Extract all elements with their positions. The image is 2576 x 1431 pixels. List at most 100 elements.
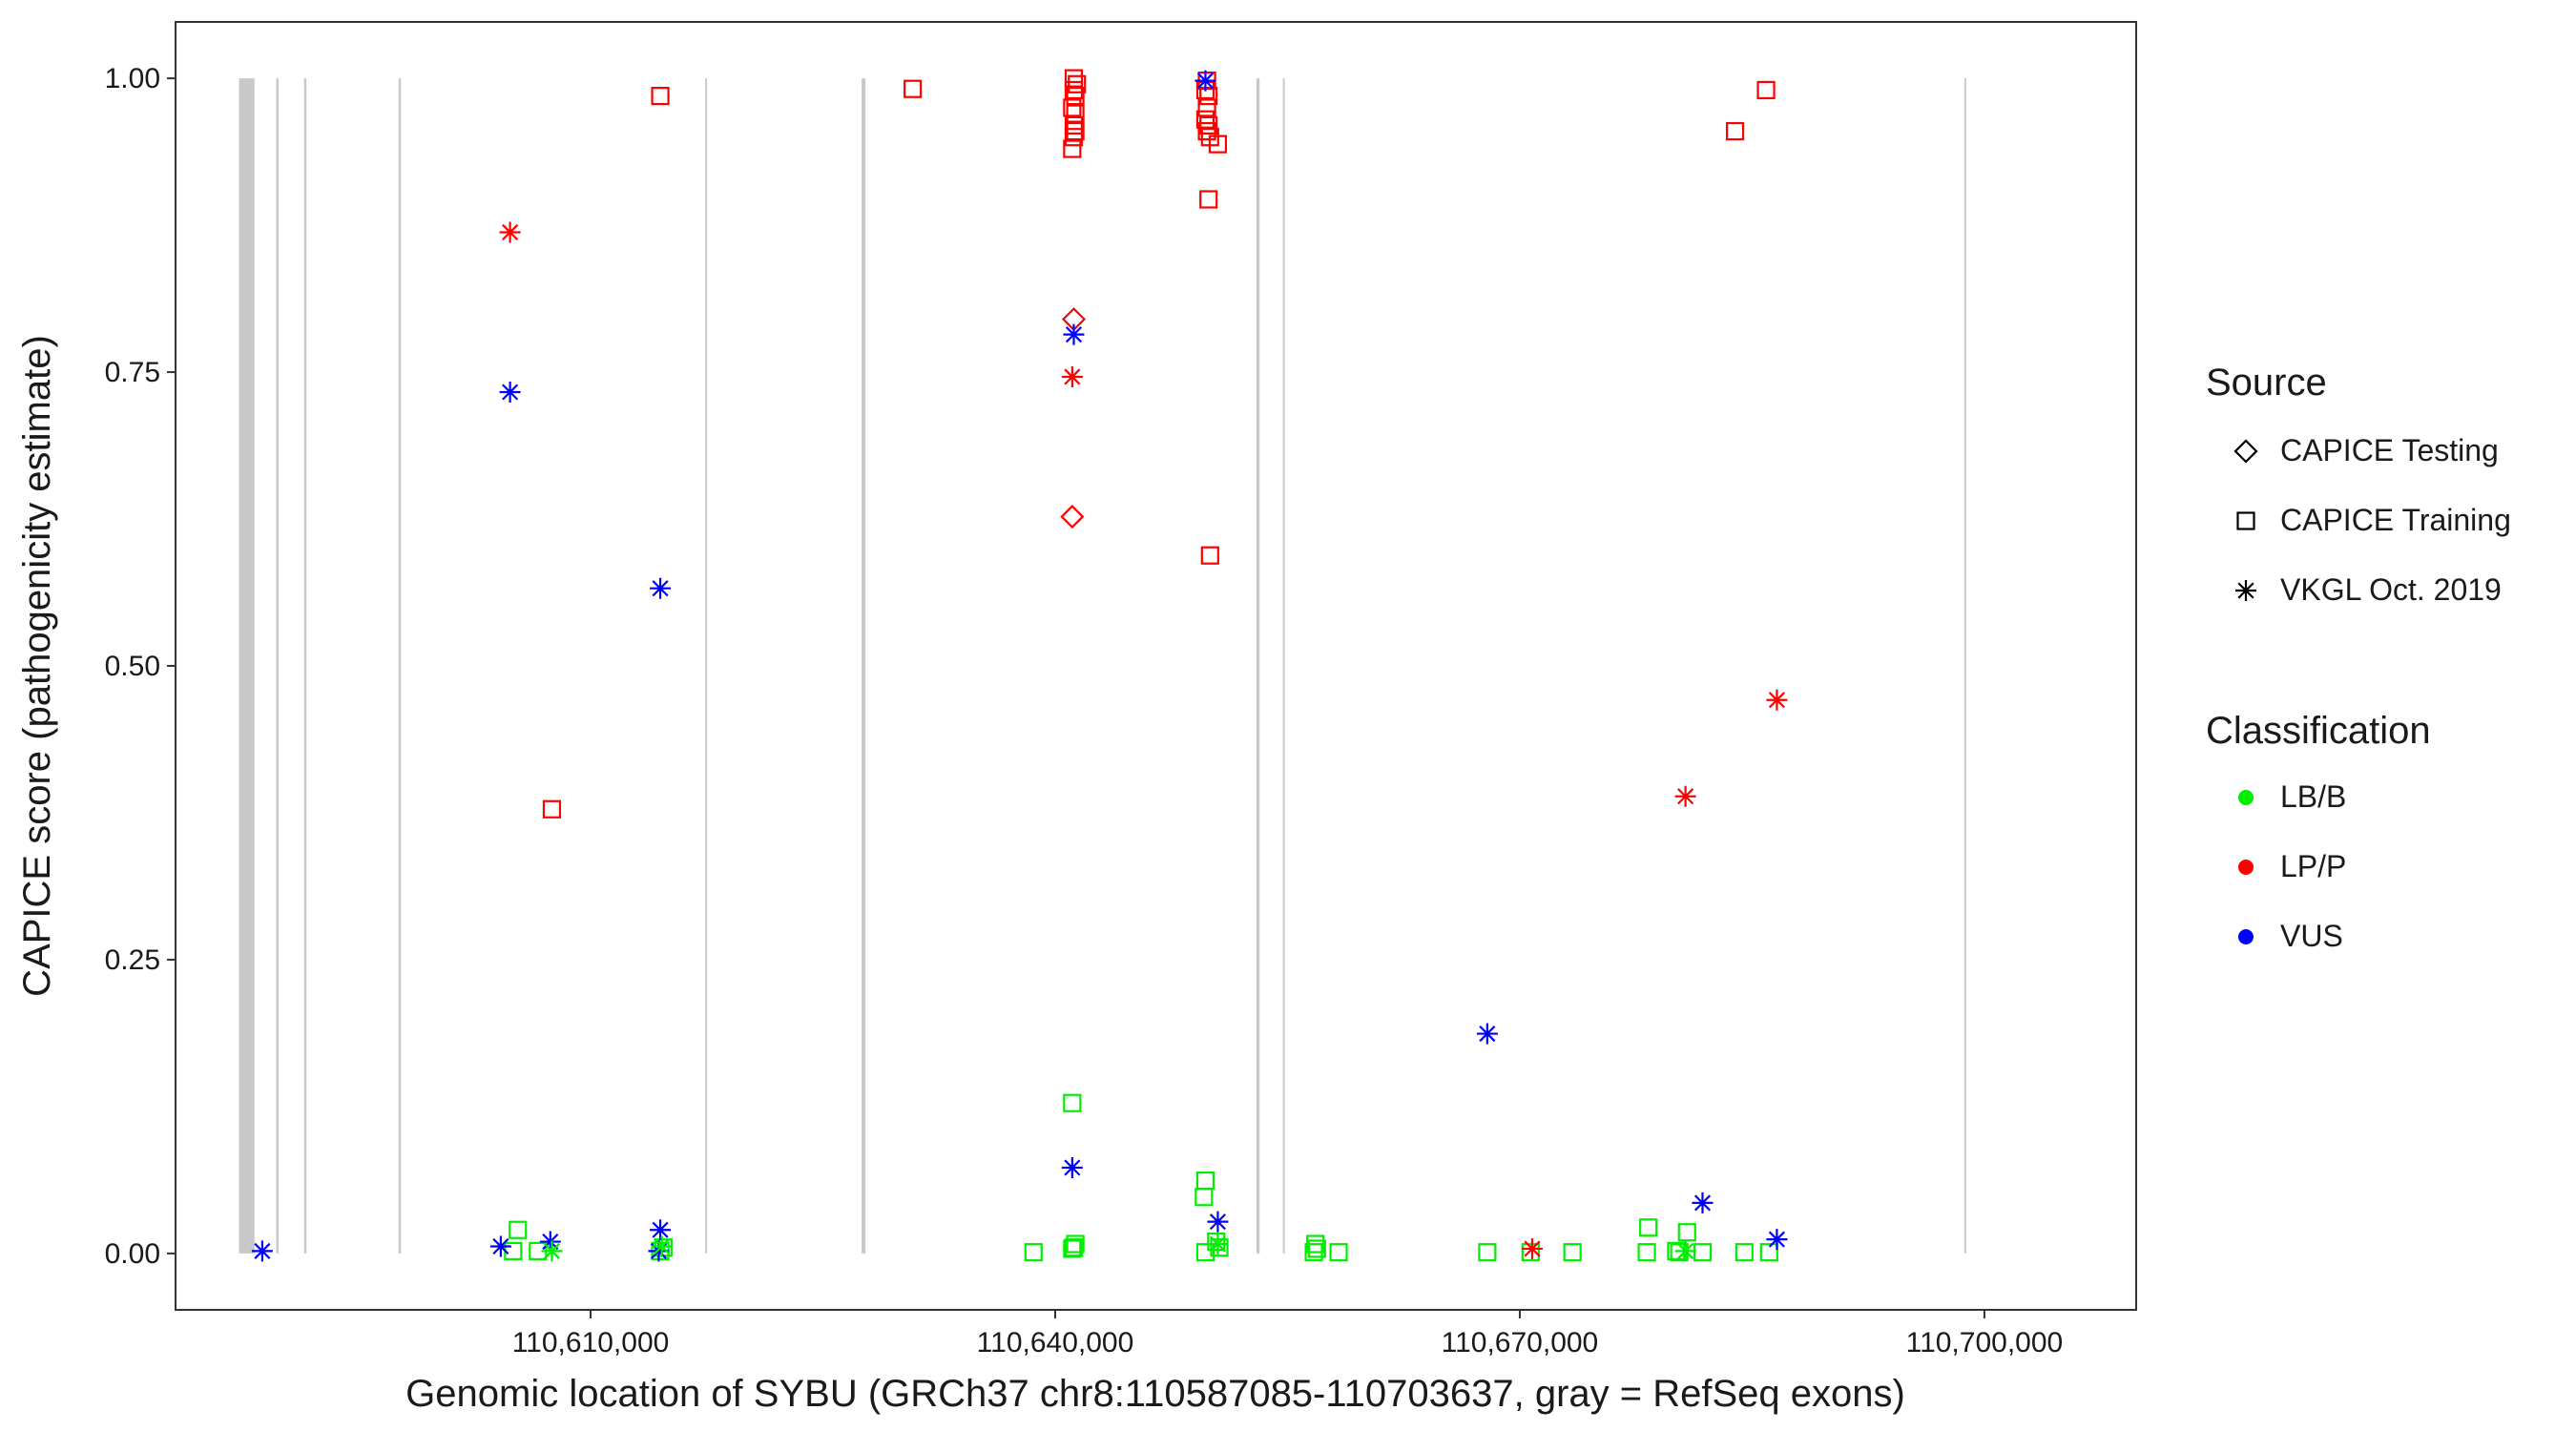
- y-tick-label: 0.50: [105, 651, 160, 682]
- data-point: [1329, 1243, 1348, 1262]
- data-point: [1066, 121, 1085, 141]
- data-point: [1207, 1234, 1229, 1255]
- exon-band: [398, 78, 402, 1254]
- y-tick-label: 1.00: [105, 63, 160, 94]
- data-point: [1064, 80, 1084, 100]
- x-tick-label: 110,640,000: [977, 1327, 1134, 1358]
- data-point: [651, 1235, 673, 1257]
- legend-source: Source CAPICE Testing CAPICE Training VK…: [2206, 362, 2511, 607]
- exon-band: [276, 78, 279, 1254]
- legend-classification: Classification LB/B LP/P VUS: [2206, 710, 2431, 953]
- legend-source-keys: [2233, 439, 2258, 601]
- legend-key-diamond-icon: [2233, 439, 2258, 464]
- data-point: [1066, 1234, 1085, 1254]
- legend-classification-keys: [2238, 790, 2254, 944]
- data-point: [1064, 69, 1084, 88]
- legend-classification-title: Classification: [2206, 710, 2431, 752]
- data-point: [1639, 1218, 1658, 1237]
- data-point: [1061, 1156, 1083, 1178]
- data-point: [541, 1240, 563, 1262]
- y-axis-title: CAPICE score (pathogenicity estimate): [16, 335, 58, 997]
- data-point: [489, 1235, 511, 1257]
- y-axis: 0.00 0.25 0.50 0.75 1.00: [105, 63, 176, 1270]
- exon-band: [1282, 78, 1285, 1254]
- legend-label-lbb: LB/B: [2280, 779, 2346, 814]
- data-point: [1563, 1243, 1582, 1262]
- data-point: [1195, 70, 1216, 92]
- data-point: [1060, 505, 1085, 529]
- data-point: [1063, 139, 1082, 158]
- y-tick-label: 0.75: [105, 357, 160, 388]
- data-point: [1759, 1243, 1778, 1262]
- data-point: [1725, 121, 1745, 141]
- data-point: [1306, 1234, 1325, 1254]
- data-point: [1066, 87, 1085, 106]
- legend-key-dot-icon: [2238, 860, 2254, 875]
- exon-band: [1963, 78, 1966, 1254]
- data-point: [1637, 1243, 1656, 1262]
- x-tick-label: 110,700,000: [1906, 1327, 2064, 1358]
- y-tick-label: 0.25: [105, 944, 160, 976]
- legend-label-vkgl: VKGL Oct. 2019: [2280, 572, 2502, 607]
- x-axis-title: Genomic location of SYBU (GRCh37 chr8:11…: [405, 1373, 1905, 1415]
- data-point: [1064, 115, 1084, 135]
- data-point: [499, 221, 521, 243]
- exon-band: [862, 78, 866, 1254]
- exon-band: [705, 78, 708, 1254]
- data-points: [251, 69, 1788, 1262]
- data-point: [1195, 110, 1215, 129]
- exon-bands: [239, 78, 1966, 1254]
- data-point: [1756, 80, 1776, 100]
- data-point: [1208, 135, 1228, 154]
- data-point: [1064, 1238, 1084, 1257]
- data-point: [1476, 1023, 1498, 1045]
- legend-label-vus: VUS: [2280, 919, 2343, 953]
- x-tick-label: 110,670,000: [1442, 1327, 1599, 1358]
- data-point: [1207, 1211, 1229, 1233]
- exon-band: [239, 78, 255, 1254]
- data-point: [251, 1240, 273, 1262]
- data-point: [1693, 1243, 1713, 1262]
- legend-key-square-icon: [2236, 511, 2255, 530]
- data-point: [542, 799, 562, 819]
- data-point: [1197, 98, 1216, 117]
- data-point: [1024, 1243, 1043, 1262]
- data-point: [509, 1220, 528, 1239]
- legend-label-capice-testing: CAPICE Testing: [2280, 433, 2499, 467]
- data-point: [1766, 689, 1788, 711]
- data-point: [1063, 98, 1082, 117]
- data-point: [1674, 1240, 1696, 1262]
- y-tick-label: 0.00: [105, 1238, 160, 1270]
- data-point: [1063, 1093, 1082, 1112]
- legend-key-asterisk-icon: [2235, 580, 2256, 601]
- data-point: [1199, 87, 1218, 106]
- legend-key-dot-icon: [2238, 929, 2254, 944]
- legend-key-dot-icon: [2238, 790, 2254, 805]
- data-point: [1207, 1232, 1226, 1252]
- data-point: [1063, 1239, 1082, 1258]
- data-point: [1199, 190, 1218, 209]
- data-point: [1766, 1229, 1788, 1251]
- data-point: [1066, 104, 1085, 123]
- legend-label-capice-training: CAPICE Training: [2280, 503, 2511, 537]
- data-point: [1064, 128, 1084, 147]
- data-point: [499, 382, 521, 404]
- data-point: [1677, 1223, 1696, 1242]
- exon-band: [1257, 78, 1260, 1254]
- data-point: [1063, 323, 1085, 345]
- legend-source-title: Source: [2206, 362, 2327, 404]
- data-point: [1200, 546, 1219, 565]
- data-point: [1197, 121, 1216, 141]
- data-point: [650, 577, 672, 599]
- data-point: [1199, 115, 1218, 135]
- data-point: [539, 1231, 561, 1253]
- x-tick-label: 110,610,000: [512, 1327, 670, 1358]
- data-point: [1674, 785, 1696, 807]
- data-point: [1692, 1192, 1714, 1213]
- data-point: [1061, 365, 1083, 387]
- data-point: [1307, 1239, 1326, 1258]
- data-point: [651, 87, 670, 106]
- legend-label-lpp: LP/P: [2280, 849, 2346, 883]
